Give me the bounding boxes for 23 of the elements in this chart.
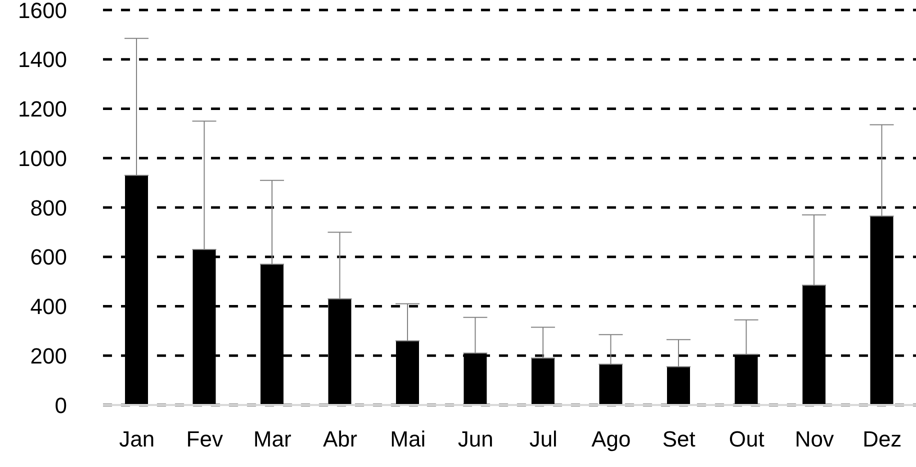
- x-tick-label: Set: [662, 426, 696, 452]
- y-tick-label: 800: [30, 195, 67, 220]
- x-tick-label: Abr: [323, 426, 358, 452]
- x-tick-label: Ago: [592, 426, 631, 452]
- x-tick-label: Jan: [119, 426, 155, 452]
- x-tick-label: Jul: [529, 426, 558, 452]
- x-tick-label: Mai: [390, 426, 426, 452]
- y-tick-label: 600: [30, 244, 67, 270]
- x-tick-label: Fev: [186, 426, 223, 452]
- y-tick-label: 1600: [18, 0, 67, 23]
- y-tick-label: 200: [30, 343, 67, 368]
- y-tick-label: 1000: [18, 146, 67, 171]
- x-tick-label: Dez: [862, 426, 902, 452]
- x-tick-label: Out: [728, 426, 764, 452]
- x-tick-label: Nov: [794, 426, 834, 452]
- bar: [667, 366, 690, 405]
- y-tick-label: 1400: [18, 47, 67, 72]
- y-tick-label: 0: [54, 392, 67, 418]
- y-tick-label: 1200: [18, 96, 67, 122]
- bar: [599, 364, 622, 405]
- x-tick-label: Mar: [253, 426, 292, 452]
- x-tick-label: Jun: [458, 426, 494, 452]
- y-tick-label: 400: [30, 294, 67, 320]
